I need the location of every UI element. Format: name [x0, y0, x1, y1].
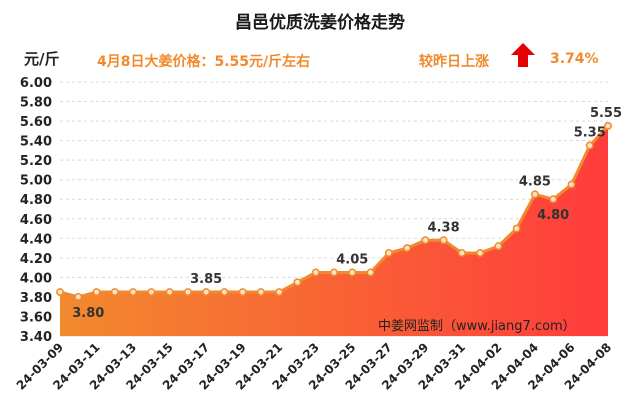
change-label: 较昨日上涨	[419, 54, 489, 70]
y-tick-label: 3.40	[20, 330, 52, 345]
data-point	[348, 268, 357, 277]
y-tick-label: 4.20	[20, 252, 52, 267]
y-tick-label: 3.80	[20, 291, 52, 306]
watermark: 中姜网监制（www.jiang7.com）	[378, 319, 576, 334]
data-label: 4.80	[537, 208, 569, 223]
y-tick-label: 4.80	[20, 193, 52, 208]
y-tick-label: 5.20	[20, 154, 52, 169]
data-point	[439, 236, 448, 245]
data-point	[275, 288, 284, 296]
data-point	[384, 249, 393, 257]
data-point	[256, 288, 265, 296]
y-tick-label: 5.60	[20, 115, 52, 130]
y-tick-label: 5.40	[20, 135, 52, 150]
data-point	[92, 288, 101, 296]
data-point	[403, 244, 412, 253]
data-point	[165, 288, 174, 296]
data-label: 5.35	[574, 126, 606, 141]
data-point	[457, 249, 466, 257]
up-arrow-icon	[511, 43, 535, 67]
data-point	[604, 122, 612, 130]
data-point	[311, 268, 320, 277]
y-tick-label: 5.00	[20, 174, 52, 189]
y-tick-label: 3.60	[20, 310, 52, 325]
data-label: 4.38	[428, 220, 460, 235]
data-point	[330, 268, 338, 277]
data-point	[56, 288, 64, 296]
data-point	[476, 249, 485, 257]
price-note: 4月8日大姜价格：5.55元/斤左右	[97, 54, 311, 70]
data-point	[147, 288, 156, 296]
y-tick-label: 5.80	[20, 96, 52, 111]
data-point	[494, 242, 503, 251]
data-point	[585, 141, 594, 150]
y-tick-label: 6.00	[20, 76, 52, 91]
data-point	[74, 292, 83, 301]
change-value: 3.74%	[550, 51, 599, 67]
data-label: 4.85	[519, 174, 551, 189]
y-tick-label: 4.00	[20, 271, 52, 286]
data-label: 4.05	[336, 253, 368, 268]
data-point	[421, 236, 430, 245]
data-label: 3.80	[72, 306, 104, 321]
data-point	[512, 224, 521, 233]
data-point	[129, 288, 138, 296]
chart-title: 昌邑优质洗姜价格走势	[235, 13, 405, 33]
data-point	[220, 288, 229, 296]
data-point	[549, 195, 558, 204]
y-tick-label: 4.60	[20, 213, 52, 228]
data-label: 3.85	[190, 272, 222, 287]
y-tick-label: 4.40	[20, 232, 52, 247]
data-point	[366, 268, 375, 277]
data-point	[202, 288, 211, 296]
data-point	[530, 190, 539, 199]
data-point	[293, 278, 302, 287]
data-point	[110, 288, 119, 296]
price-area	[60, 125, 608, 336]
data-point	[567, 180, 576, 189]
data-point	[238, 288, 247, 296]
y-axis-unit: 元/斤	[24, 50, 60, 68]
data-point	[183, 288, 192, 296]
data-label: 5.55	[590, 106, 622, 121]
